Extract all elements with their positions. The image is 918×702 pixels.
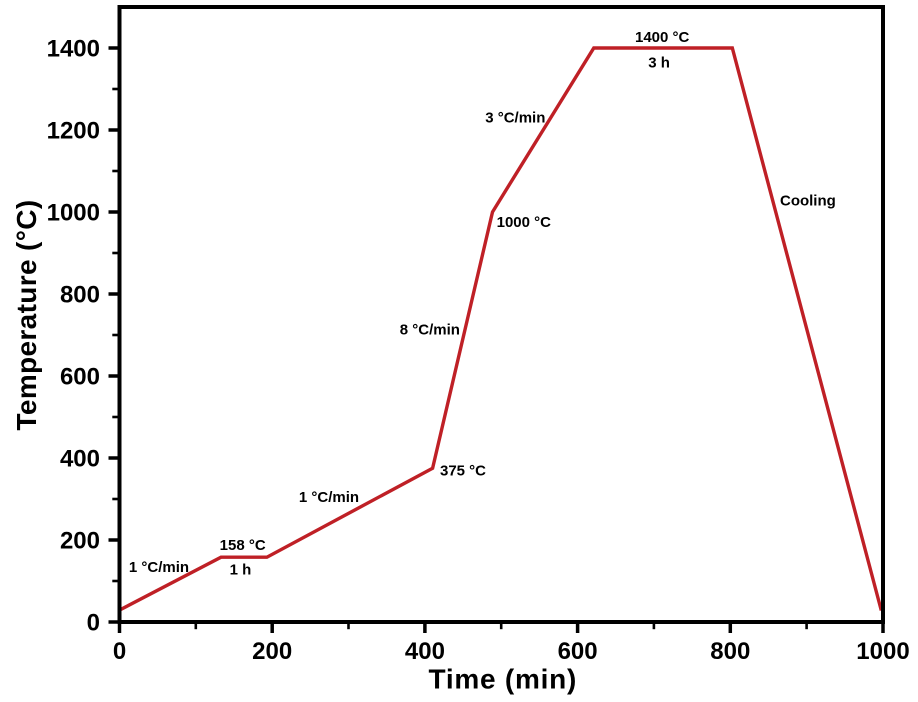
svg-text:600: 600	[60, 364, 100, 391]
svg-text:1000: 1000	[47, 200, 100, 227]
svg-text:200: 200	[60, 528, 100, 555]
svg-text:1400: 1400	[47, 36, 100, 63]
svg-text:600: 600	[558, 638, 598, 665]
svg-text:Cooling: Cooling	[780, 192, 836, 209]
svg-text:1400 °C: 1400 °C	[635, 29, 690, 46]
svg-text:0: 0	[87, 610, 100, 637]
svg-text:Temperature (°C): Temperature (°C)	[11, 200, 42, 431]
svg-text:1 h: 1 h	[230, 562, 252, 579]
svg-text:400: 400	[60, 446, 100, 473]
svg-text:Time (min): Time (min)	[429, 664, 578, 695]
svg-text:3 h: 3 h	[648, 55, 670, 72]
svg-text:1 °C/min: 1 °C/min	[129, 559, 189, 576]
svg-text:1200: 1200	[47, 118, 100, 145]
svg-text:800: 800	[60, 282, 100, 309]
svg-text:1 °C/min: 1 °C/min	[299, 489, 359, 506]
svg-text:800: 800	[710, 638, 750, 665]
svg-text:1000: 1000	[856, 638, 909, 665]
svg-text:400: 400	[405, 638, 445, 665]
svg-text:375 °C: 375 °C	[440, 463, 486, 480]
svg-text:1000 °C: 1000 °C	[497, 214, 552, 231]
svg-text:3 °C/min: 3 °C/min	[485, 109, 545, 126]
svg-text:0: 0	[113, 638, 126, 665]
svg-text:200: 200	[252, 638, 292, 665]
svg-text:158 °C: 158 °C	[220, 537, 266, 554]
svg-text:8 °C/min: 8 °C/min	[400, 322, 460, 339]
